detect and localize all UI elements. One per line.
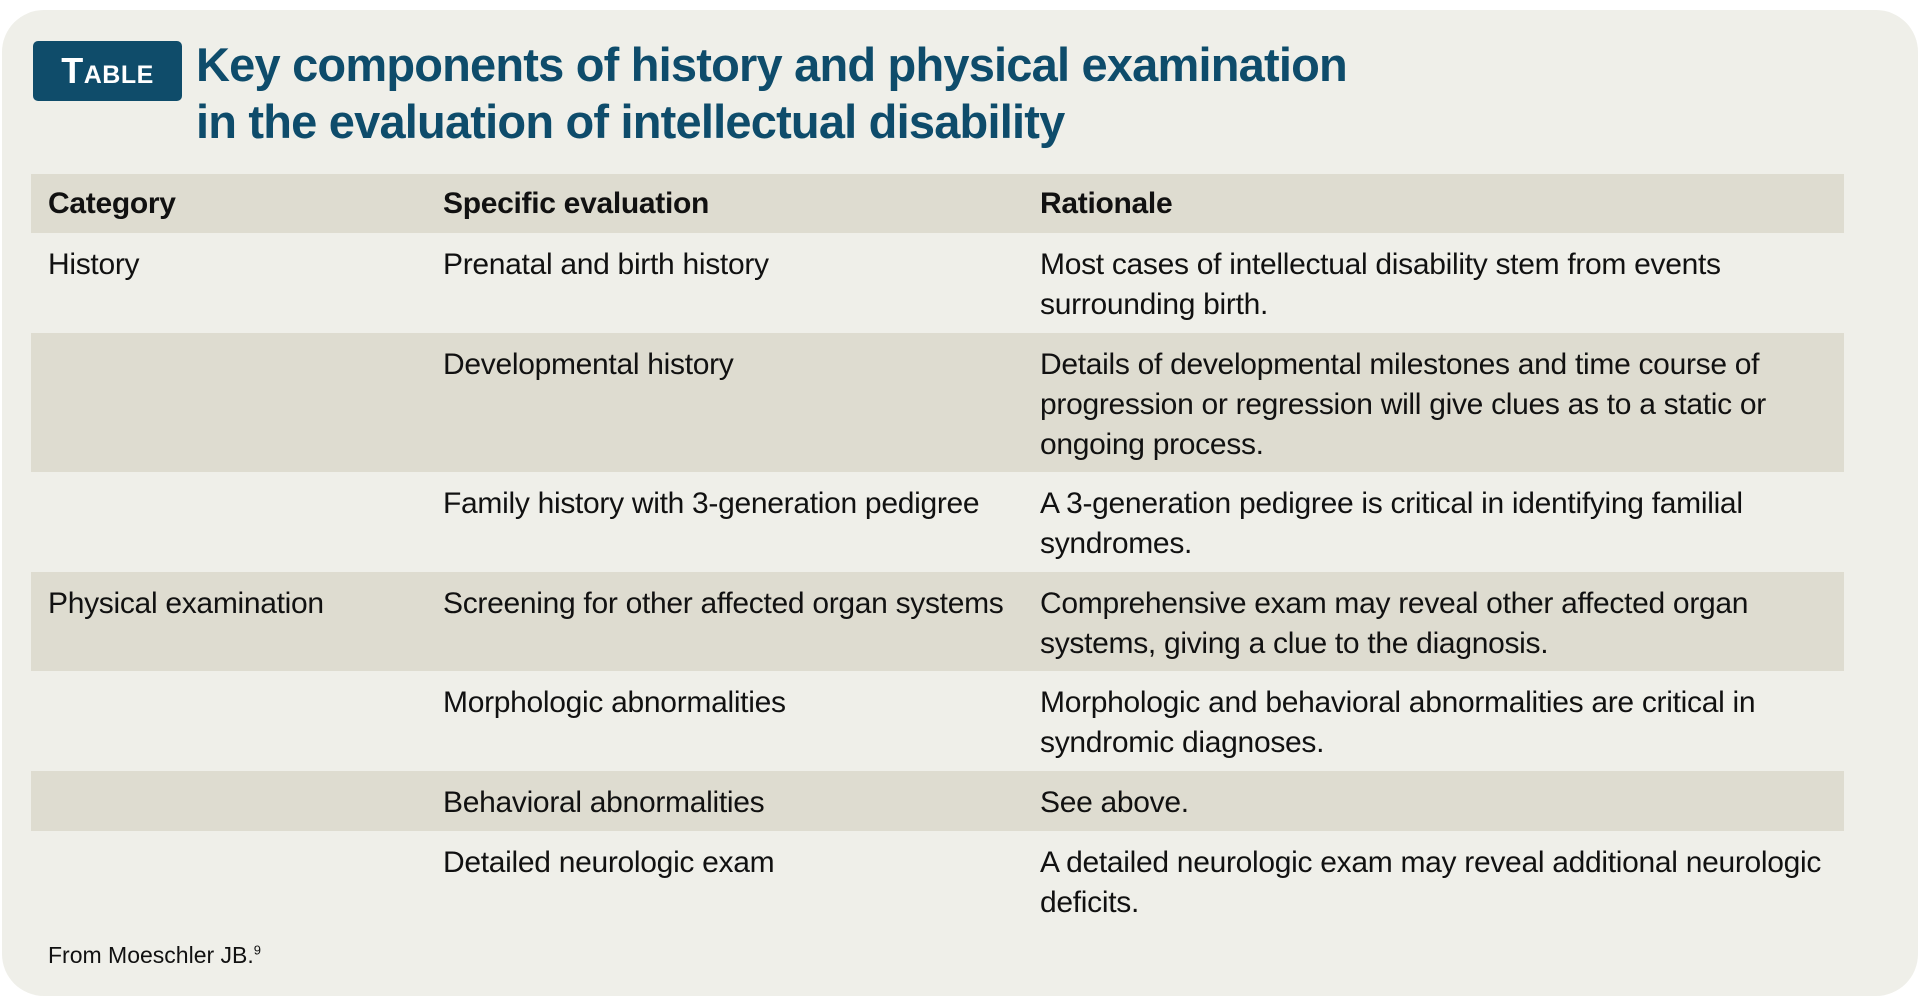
table-row: Behavioral abnormalities See above.: [31, 771, 1844, 831]
cell-rationale: A 3-generation pedigree is critical in i…: [1040, 487, 1743, 560]
header-specific-evaluation: Specific evaluation: [443, 186, 710, 220]
footnote-reference: 9: [253, 942, 261, 958]
table-row: Morphologic abnormalities Morphologic and…: [31, 671, 1844, 771]
cell-category: [31, 771, 443, 831]
cell-specific-evaluation: Screening for other affected organ syste…: [443, 587, 1004, 620]
cell-category: History: [48, 248, 140, 281]
cell-rationale: See above.: [1040, 786, 1189, 819]
table-row: Developmental history Details of developm…: [31, 333, 1844, 472]
cell-rationale: Morphologic and behavioral abnormalities…: [1040, 686, 1756, 759]
cell-specific-evaluation: Family history with 3-generation pedigre…: [443, 487, 980, 520]
header-rationale: Rationale: [1040, 186, 1173, 220]
cell-rationale: Most cases of intellectual disability st…: [1040, 248, 1721, 321]
cell-rationale: A detailed neurologic exam may reveal ad…: [1040, 846, 1822, 919]
page-title: Key components of history and physical e…: [196, 36, 1348, 150]
table-label-badge: Table: [33, 41, 182, 101]
cell-rationale: Details of developmental milestones and …: [1040, 348, 1766, 461]
cell-category: Physical examination: [48, 587, 324, 620]
footnote-text: From Moeschler JB.: [48, 942, 254, 968]
title-line-1: Key components of history and physical e…: [196, 38, 1348, 91]
table-row: Family history with 3-generation pedigre…: [31, 472, 1844, 572]
table-row: History Prenatal and birth history Most ca…: [31, 233, 1844, 333]
cell-category: [31, 671, 443, 771]
cell-category: [31, 472, 443, 572]
cell-specific-evaluation: Morphologic abnormalities: [443, 686, 786, 719]
table-label-text: Table: [61, 50, 154, 91]
table-row: Detailed neurologic exam A detailed neuro…: [31, 831, 1844, 930]
cell-specific-evaluation: Developmental history: [443, 348, 734, 381]
table-row: Physical examination Screening for other …: [31, 572, 1844, 671]
data-table: Category Specific evaluation Rationale H…: [31, 174, 1844, 930]
cell-category: [31, 333, 443, 472]
header-category: Category: [48, 186, 176, 220]
cell-category: [31, 831, 443, 930]
cell-rationale: Comprehensive exam may reveal other affe…: [1040, 587, 1749, 660]
title-line-2: in the evaluation of intellectual disabi…: [196, 95, 1065, 148]
cell-specific-evaluation: Behavioral abnormalities: [443, 786, 765, 819]
source-footnote: From Moeschler JB.9: [48, 942, 261, 969]
cell-specific-evaluation: Prenatal and birth history: [443, 248, 769, 281]
cell-specific-evaluation: Detailed neurologic exam: [443, 846, 775, 879]
table-header-row: Category Specific evaluation Rationale: [31, 174, 1844, 233]
